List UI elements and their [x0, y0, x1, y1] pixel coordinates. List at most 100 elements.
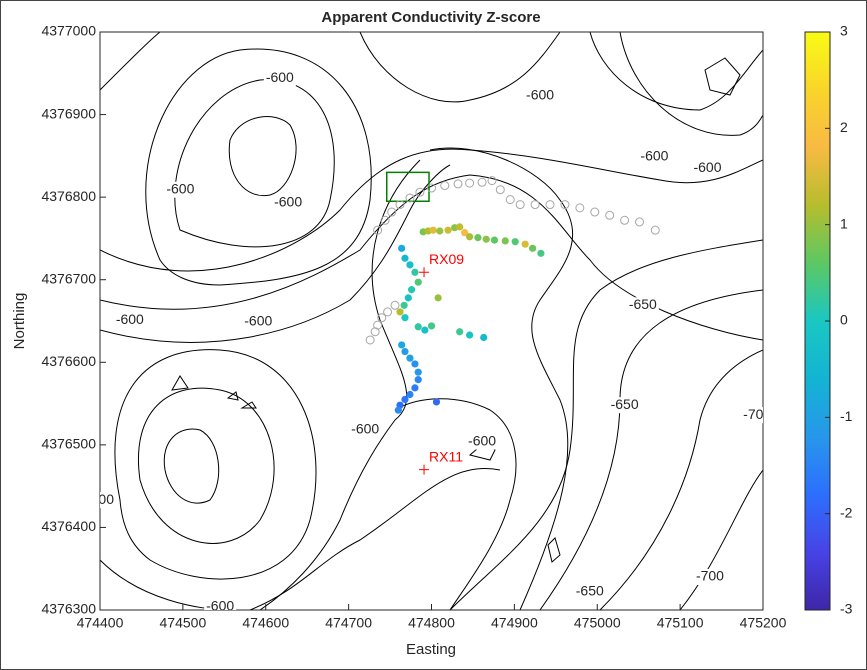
data-point	[406, 390, 414, 399]
track-point	[405, 193, 415, 203]
contour-label: -700	[696, 568, 724, 584]
contour-label-bg	[693, 568, 726, 585]
contour-label-bg	[466, 433, 499, 450]
contour-label-bg	[204, 598, 237, 610]
data-point	[394, 406, 402, 414]
data-point	[466, 331, 474, 339]
station-label: RX11	[429, 448, 463, 464]
x-tick-label: 475100	[657, 615, 704, 631]
y-tick-label: 4376900	[41, 105, 96, 121]
colorbar-tick-label: 0	[840, 312, 848, 328]
contour-label-bg	[638, 148, 671, 165]
data-point	[511, 238, 519, 246]
y-tick-label: 4376700	[41, 270, 96, 286]
contour-label: -600	[244, 313, 272, 329]
colorbar-tick-label: 3	[840, 23, 848, 39]
contour-label: -600	[274, 194, 302, 210]
data-point	[408, 286, 416, 294]
track-point	[383, 307, 393, 317]
data-point	[401, 254, 409, 262]
data-point	[427, 322, 436, 330]
y-tick-label: 4376400	[41, 518, 96, 534]
data-point	[456, 328, 464, 336]
track-point	[560, 200, 570, 210]
data-point	[411, 384, 419, 392]
contour-label-bg	[608, 397, 641, 414]
data-point	[396, 308, 404, 316]
colorbar-tick-label: 2	[840, 119, 848, 135]
data-point	[537, 249, 545, 257]
data-point	[421, 326, 429, 334]
data-point	[411, 268, 419, 276]
contour-label: -600	[640, 147, 668, 163]
track-point	[545, 200, 555, 210]
x-tick-label: 474500	[160, 615, 207, 631]
track-point	[395, 200, 405, 210]
track-point	[465, 178, 475, 188]
y-tick-label: 4376300	[41, 601, 96, 617]
data-point	[414, 278, 422, 286]
colorbar-tick-label: 1	[840, 215, 848, 231]
contour-lines	[100, 32, 763, 610]
x-axis-label: Easting	[406, 641, 456, 658]
contour-label: -600	[166, 180, 194, 196]
contour-label-bg	[164, 181, 197, 198]
data-point	[434, 294, 442, 302]
track-point	[487, 176, 497, 186]
data-point	[444, 226, 452, 234]
track-point	[530, 200, 540, 210]
data-point	[429, 226, 437, 234]
x-tick-label: 474800	[408, 615, 455, 631]
x-tick-label: 474900	[491, 615, 538, 631]
colorbar-tick-label: -1	[840, 408, 853, 424]
station-label: RX09	[429, 251, 464, 267]
track-point	[373, 225, 383, 235]
track-point	[575, 203, 585, 213]
track-point	[373, 320, 383, 330]
contour-label: -650	[576, 583, 604, 599]
contour-label: -650	[611, 396, 639, 412]
contour-label: -600	[468, 432, 496, 448]
track-point	[387, 207, 397, 217]
data-point	[406, 354, 414, 362]
x-tick-label: 475200	[740, 615, 787, 631]
data-point	[406, 261, 414, 269]
contour-label-bg	[691, 160, 724, 177]
y-tick-label: 4376500	[41, 436, 96, 452]
contour-label: -600	[86, 491, 114, 507]
track-point	[650, 225, 660, 235]
data-point	[490, 236, 499, 244]
track-point	[377, 313, 387, 323]
track-point	[495, 185, 505, 195]
data-point	[414, 323, 422, 331]
contour-label-bg	[263, 70, 296, 87]
plot-marks: -600 -600 -600 -600 -600 -600 -650 -600 -600 -600…	[86, 69, 763, 610]
data-point	[466, 233, 474, 241]
data-point	[401, 395, 409, 404]
track-point	[515, 200, 525, 210]
station-marker	[419, 267, 430, 278]
data-point	[436, 227, 444, 235]
track-point	[620, 215, 630, 225]
data-point	[398, 341, 406, 349]
track-point	[370, 327, 380, 337]
track-point	[427, 183, 436, 193]
data-point	[398, 244, 406, 252]
contour-label-bg	[524, 87, 557, 104]
y-tick-label: 4376600	[41, 353, 96, 369]
data-point	[461, 229, 469, 237]
data-point	[529, 244, 537, 252]
contour-label-bg	[349, 421, 382, 438]
track-point	[365, 335, 375, 345]
x-tick-label: 474700	[325, 615, 372, 631]
contour-label: -600	[266, 69, 294, 85]
contour-label-bg	[741, 407, 763, 424]
y-tick-label: 4377000	[41, 23, 96, 39]
contour-label: -600	[351, 421, 379, 437]
contour-label-bg	[242, 313, 275, 330]
data-point	[404, 294, 412, 302]
data-point	[480, 333, 488, 342]
contour-label-bg	[626, 297, 659, 314]
